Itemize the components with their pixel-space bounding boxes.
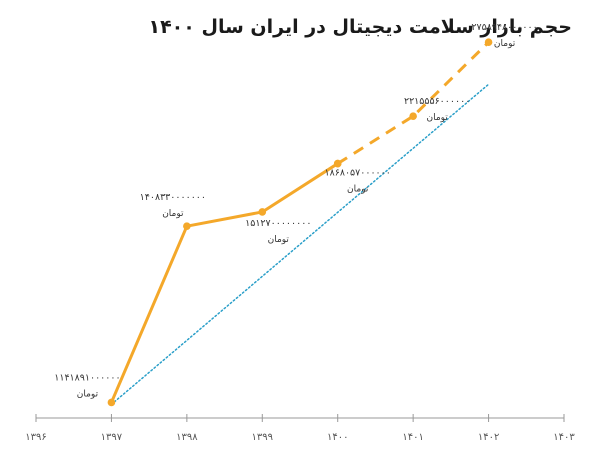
data-point [258,208,267,216]
data-unit-label: تومان [426,113,448,123]
data-point [183,222,191,230]
data-value-label: ۲۷۵۸۹۴۸۰۰۰۰۰۰ [471,22,537,33]
x-tick-label: ۱۳۹۷ [101,432,123,443]
data-value-label: ۱۵۱۲۷۰۰۰۰۰۰۰۰ [245,218,311,229]
chart-title: حجم بازار سلامت دیجیتال در ایران سال ۱۴۰… [148,16,572,38]
data-point [333,159,342,168]
data-unit-label: تومان [77,389,99,399]
data-unit-label: تومان [268,235,290,245]
data-point [409,112,417,121]
actual-series-line [109,162,340,404]
data-value-label: ۲۲۱۵۵۵۶۰۰۰۰۰۰ [404,96,470,107]
data-value-label: ۱۸۶۸۰۵۷۰۰۰۰۰۰ [325,168,391,179]
x-tick-label: ۱۴۰۳ [553,432,575,443]
x-tick-label: ۱۳۹۸ [176,432,198,443]
data-unit-label: تومان [494,39,516,49]
data-point [107,398,116,407]
x-tick-label: ۱۳۹۹ [252,432,273,443]
data-point [484,38,493,47]
x-tick-label: ۱۴۰۰ [327,432,348,443]
x-tick-label: ۱۴۰۲ [478,432,499,443]
x-tick-label: ۱۴۰۱ [402,432,423,443]
data-value-label: ۱۱۴۱۸۹۱۰۰۰۰۰۰ [54,372,120,383]
forecast-series-line [336,41,490,165]
data-value-label: ۱۴۰۸۳۳۰۰۰۰۰۰۰ [140,192,206,203]
data-unit-label: تومان [347,185,369,195]
trend-line [110,83,490,406]
x-tick-label: ۱۳۹۶ [25,432,46,443]
data-unit-label: تومان [162,209,184,219]
